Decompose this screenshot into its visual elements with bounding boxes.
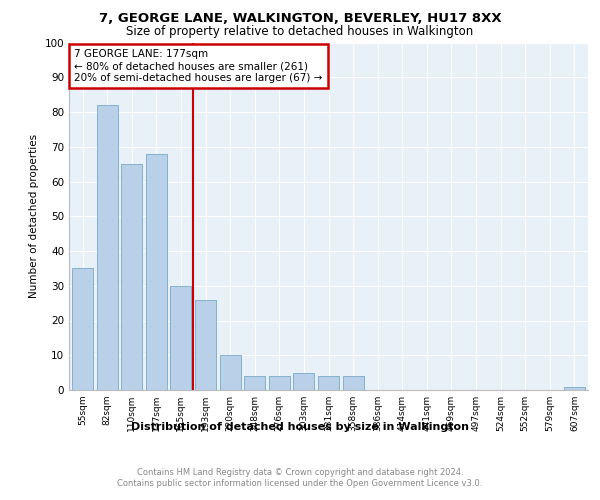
Bar (293, 372, 314, 390)
Bar (220, 355, 241, 390)
Bar (244, 376, 265, 390)
Bar (72, 268, 93, 390)
Bar (97, 105, 118, 390)
Bar (195, 300, 216, 390)
Bar (564, 386, 585, 390)
Bar (318, 376, 339, 390)
Bar (343, 376, 364, 390)
Text: Size of property relative to detached houses in Walkington: Size of property relative to detached ho… (127, 25, 473, 38)
Bar (121, 164, 142, 390)
Text: Distribution of detached houses by size in Walkington: Distribution of detached houses by size … (131, 422, 469, 432)
Text: Contains HM Land Registry data © Crown copyright and database right 2024.
Contai: Contains HM Land Registry data © Crown c… (118, 468, 482, 487)
Bar (146, 154, 167, 390)
Bar (170, 286, 191, 390)
Y-axis label: Number of detached properties: Number of detached properties (29, 134, 39, 298)
Bar (269, 376, 290, 390)
Text: 7, GEORGE LANE, WALKINGTON, BEVERLEY, HU17 8XX: 7, GEORGE LANE, WALKINGTON, BEVERLEY, HU… (98, 12, 502, 26)
Text: 7 GEORGE LANE: 177sqm
← 80% of detached houses are smaller (261)
20% of semi-det: 7 GEORGE LANE: 177sqm ← 80% of detached … (74, 50, 323, 82)
